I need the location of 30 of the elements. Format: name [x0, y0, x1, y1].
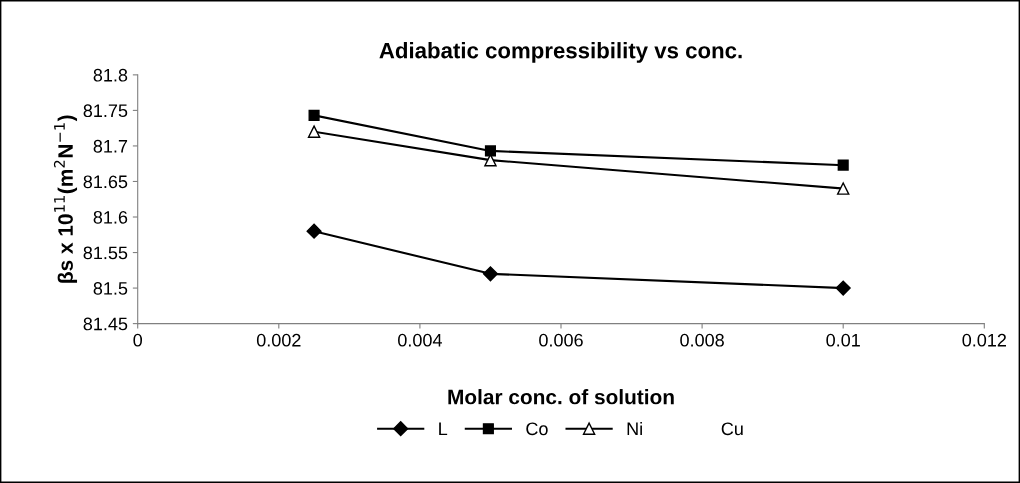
- point: [837, 159, 849, 171]
- legend-label: Ni: [627, 421, 642, 436]
- x-tick-label: 0: [133, 333, 143, 347]
- y-tick-label: 81.8: [93, 68, 128, 82]
- x-tick-label: 0.004: [398, 333, 442, 347]
- legend-label: Co: [526, 422, 548, 436]
- text: Cu: [721, 422, 743, 436]
- y-axis-title: βs x 10$^{11}$(m$^{2}$N$^{−1}$): [53, 115, 78, 283]
- point: [484, 145, 497, 157]
- point: [308, 109, 320, 121]
- x-axis-title: Molar conc. of solution: [448, 389, 674, 405]
- point: [836, 182, 850, 195]
- chart-title: Adiabatic compressibility vs conc.: [379, 42, 742, 63]
- point: [306, 223, 322, 239]
- x-tick-label: 0.012: [962, 333, 1006, 347]
- point: [835, 280, 851, 296]
- x-tick-label: 0.01: [826, 333, 860, 347]
- y-tick-label: 81.55: [83, 246, 128, 260]
- x-tick-label: 0.008: [680, 333, 724, 347]
- x-tick-label: 0.006: [539, 333, 583, 347]
- y-tick-label: 81.5: [93, 282, 128, 295]
- legend-label: L: [439, 422, 448, 436]
- y-tick-label: 81.45: [83, 317, 128, 331]
- point: [482, 266, 499, 282]
- y-tick-label: 81.65: [83, 175, 128, 189]
- y-tick-label: 81.6: [93, 210, 128, 224]
- y-tick-label: 81.7: [93, 139, 128, 153]
- x-tick-label: 0.002: [256, 333, 301, 347]
- y-tick-label: 81.75: [83, 104, 128, 118]
- point: [307, 125, 321, 138]
